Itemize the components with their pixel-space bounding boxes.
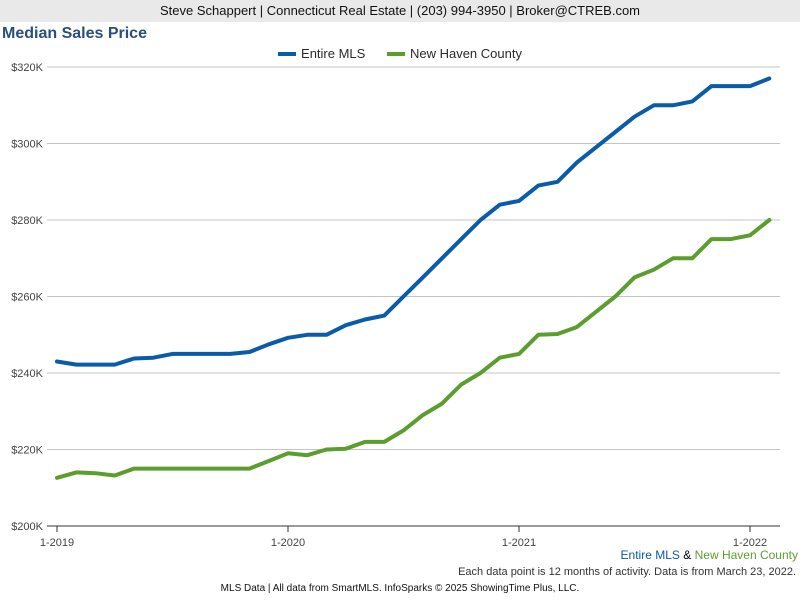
chart-title: Median Sales Price xyxy=(2,25,147,42)
x-tick-label: 1-2022 xyxy=(733,537,767,549)
y-tick-label: $220K xyxy=(11,445,43,457)
x-tick-label: 1-2020 xyxy=(271,537,305,549)
combined-legend: Entire MLS & New Haven County xyxy=(621,548,798,562)
legend-item-new-haven-county[interactable]: New Haven County xyxy=(386,46,522,61)
y-tick-label: $300K xyxy=(11,139,43,151)
legend-label-entire-mls: Entire MLS xyxy=(301,46,366,61)
chart-legend: Entire MLS New Haven County xyxy=(0,46,800,61)
data-note: Each data point is 12 months of activity… xyxy=(458,566,796,578)
header-contact: Steve Schappert | Connecticut Real Estat… xyxy=(0,0,800,22)
footer: MLS Data | All data from SmartMLS. InfoS… xyxy=(220,583,580,594)
y-tick-label: $280K xyxy=(11,215,43,227)
legend-label-new-haven-county: New Haven County xyxy=(409,46,522,61)
x-tick-label: 1-2021 xyxy=(502,537,536,549)
series-line-new-haven-county xyxy=(55,218,772,480)
y-tick-label: $240K xyxy=(11,368,43,380)
combined-legend-entire-mls: Entire MLS xyxy=(620,548,680,562)
y-tick-label: $260K xyxy=(11,292,43,304)
x-tick-label: 1-2019 xyxy=(40,537,74,549)
combined-legend-new-haven-county: New Haven County xyxy=(694,548,798,562)
series-line-entire-mls xyxy=(55,76,772,367)
legend-item-entire-mls[interactable]: Entire MLS xyxy=(278,46,365,61)
y-tick-label: $320K xyxy=(11,62,43,74)
y-tick-label: $200K xyxy=(11,521,43,533)
combined-legend-amp: & xyxy=(683,548,692,562)
legend-swatch-new-haven-county xyxy=(386,51,405,56)
legend-swatch-entire-mls xyxy=(278,51,297,56)
